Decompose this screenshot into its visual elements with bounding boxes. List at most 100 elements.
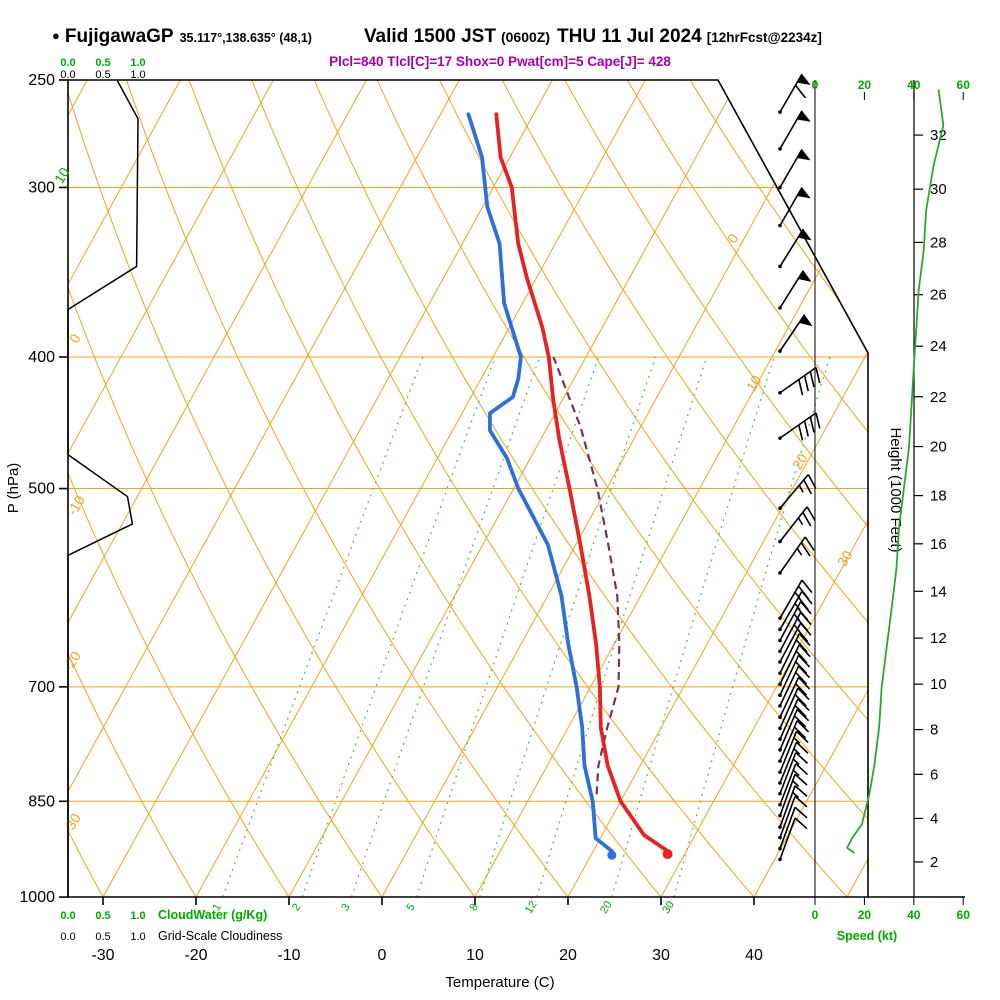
svg-text:40: 40 bbox=[745, 947, 763, 964]
cloudiness-profile bbox=[67, 79, 139, 898]
wind-barb bbox=[778, 708, 810, 752]
wind-barb bbox=[778, 633, 811, 676]
svg-text:28: 28 bbox=[930, 234, 947, 251]
wind-barb bbox=[778, 644, 811, 687]
svg-text:0.0: 0.0 bbox=[60, 910, 75, 922]
wind-barb bbox=[778, 698, 810, 741]
dry-adiabat-line bbox=[941, 80, 1000, 923]
wind-barb bbox=[778, 785, 808, 829]
temperature-axis: -30 -20 -10 0 10 20 30 40 Temperature (C) bbox=[91, 897, 763, 991]
skewt-grid-layer bbox=[68, 80, 1000, 923]
svg-text:8: 8 bbox=[930, 722, 938, 739]
svg-text:30: 30 bbox=[834, 547, 856, 569]
svg-text:30: 30 bbox=[652, 947, 670, 964]
mixing-ratio-line bbox=[611, 356, 775, 897]
wind-barb bbox=[778, 536, 815, 575]
svg-text:0.5: 0.5 bbox=[95, 69, 110, 81]
svg-text:60: 60 bbox=[957, 908, 971, 922]
mixing-ratio-line bbox=[301, 356, 496, 897]
svg-text:20: 20 bbox=[559, 947, 577, 964]
wind-barb bbox=[778, 817, 808, 862]
svg-text:26: 26 bbox=[930, 287, 947, 304]
svg-text:0.0: 0.0 bbox=[60, 931, 75, 943]
wind-barb bbox=[778, 720, 810, 763]
mixing-ratio-line bbox=[350, 356, 541, 897]
svg-text:22: 22 bbox=[930, 389, 947, 406]
svg-text:20: 20 bbox=[930, 439, 947, 456]
mixing-ratio-label: 20 bbox=[598, 899, 615, 916]
svg-text:18: 18 bbox=[930, 488, 947, 505]
wind-barb bbox=[778, 687, 810, 731]
wind-barb bbox=[778, 506, 816, 544]
valid-date: THU 11 Jul 2024 bbox=[557, 26, 702, 47]
wind-barb bbox=[778, 412, 821, 441]
dry-adiabat-line bbox=[68, 80, 307, 897]
mixing-ratio-label: 8 bbox=[468, 902, 481, 914]
wind-barb bbox=[778, 73, 811, 114]
svg-text:1.0: 1.0 bbox=[130, 57, 145, 69]
wind-barb bbox=[778, 763, 809, 807]
svg-text:-20: -20 bbox=[60, 648, 84, 674]
svg-text:16: 16 bbox=[930, 536, 947, 553]
title-bar: ● FujigawaGP 35.117°,138.635° (48,1) Valid … bbox=[52, 26, 822, 48]
svg-text:12: 12 bbox=[930, 630, 947, 647]
svg-text:24: 24 bbox=[930, 338, 947, 355]
wind-barb bbox=[778, 474, 817, 511]
svg-text:-30: -30 bbox=[60, 810, 84, 836]
svg-text:0: 0 bbox=[812, 908, 819, 922]
pressure-axis-title: P (hPa) bbox=[5, 463, 22, 514]
wind-barb bbox=[778, 622, 812, 664]
svg-text:700: 700 bbox=[28, 679, 55, 696]
mixing-ratio-label: 5 bbox=[404, 902, 417, 914]
svg-text:40: 40 bbox=[907, 908, 921, 922]
cloudwater-label: CloudWater (g/Kg) bbox=[158, 908, 267, 922]
speed-axis: 0 0 20 20 40 40 60 60 Speed (kt) bbox=[812, 78, 971, 943]
svg-text:20: 20 bbox=[858, 908, 872, 922]
svg-text:0: 0 bbox=[724, 231, 742, 246]
valid-time: Valid 1500 JST bbox=[363, 26, 496, 47]
surface-temperature-dot bbox=[662, 849, 673, 860]
svg-text:250: 250 bbox=[28, 72, 55, 89]
svg-text:20: 20 bbox=[858, 78, 872, 92]
valid-time-utc: (0600Z) bbox=[500, 29, 550, 45]
wind-barb bbox=[778, 110, 811, 151]
svg-text:0.5: 0.5 bbox=[95, 931, 110, 943]
cloud-scales: 0.00.00.00.00.50.50.50.51.01.01.01.0Clou… bbox=[60, 57, 282, 943]
surface-dewpoint-dot bbox=[607, 850, 617, 860]
svg-text:60: 60 bbox=[957, 78, 971, 92]
isotherm-line bbox=[753, 80, 868, 897]
dry-adiabat-line bbox=[126, 80, 589, 897]
mixing-ratio-label: 3 bbox=[339, 902, 352, 914]
mixing-ratio-line bbox=[536, 356, 708, 897]
temperature-profile bbox=[494, 112, 670, 853]
parcel-path bbox=[552, 356, 621, 795]
wind-barb bbox=[778, 730, 809, 774]
wind-barb bbox=[778, 741, 809, 785]
mixing-ratio-line bbox=[673, 356, 831, 897]
wind-barb bbox=[778, 228, 812, 269]
svg-text:10: 10 bbox=[51, 164, 73, 186]
mixing-ratio-label: 1 bbox=[210, 902, 223, 914]
dry-adiabat-line bbox=[564, 80, 868, 897]
dry-adiabat-line bbox=[376, 80, 868, 897]
svg-text:-20: -20 bbox=[184, 947, 207, 964]
svg-text:32: 32 bbox=[930, 127, 947, 144]
svg-text:0: 0 bbox=[378, 947, 387, 964]
wind-barb bbox=[778, 676, 811, 720]
isotherm-line bbox=[660, 80, 868, 897]
wind-barb bbox=[778, 665, 811, 708]
wind-barb bbox=[778, 795, 808, 840]
dry-adiabat-line bbox=[689, 80, 868, 897]
wind-barb bbox=[778, 773, 808, 818]
svg-text:14: 14 bbox=[930, 583, 947, 600]
svg-text:0.0: 0.0 bbox=[60, 69, 75, 81]
wind-barb bbox=[778, 751, 809, 796]
mixing-ratio-line bbox=[222, 356, 424, 897]
isotherm-line bbox=[846, 80, 868, 897]
dry-adiabat-line bbox=[68, 80, 401, 897]
dry-adiabat-line bbox=[68, 80, 495, 897]
dewpoint-profile bbox=[466, 112, 614, 853]
svg-text:850: 850 bbox=[28, 793, 55, 810]
